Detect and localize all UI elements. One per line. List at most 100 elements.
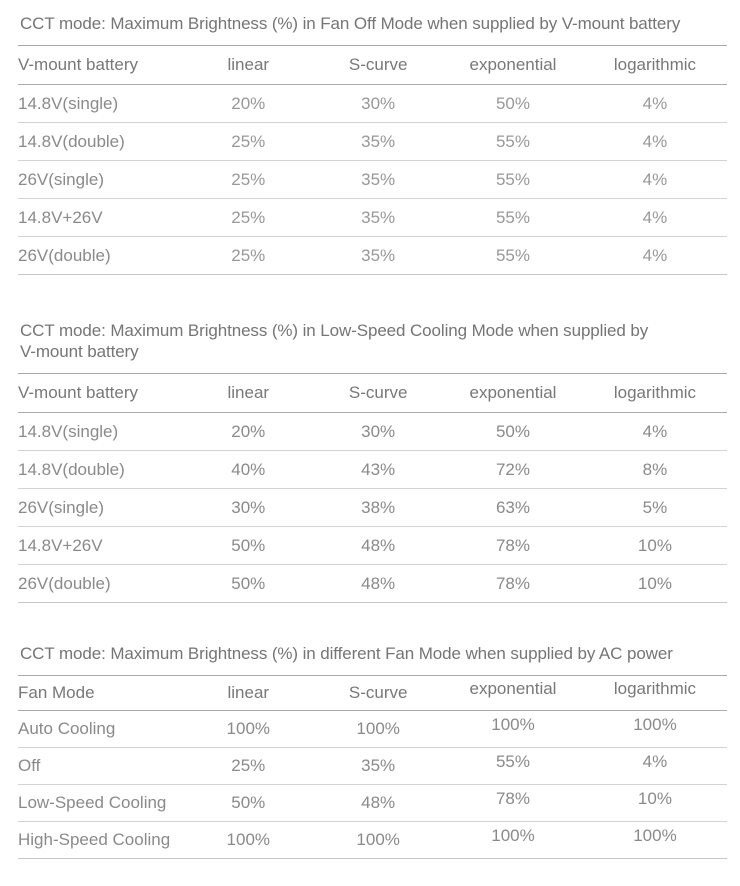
column-header-text: linear [227,683,270,702]
table-header-row: V-mount battery linear S-curve exponential l… [18,373,727,413]
low-speed-cooling-table-section: CCT mode: Maximum Brightness (%) in Low-… [18,320,727,603]
value-cell: 4% [582,412,727,451]
row-label: 14.8V+26V [18,198,184,237]
value-cell: 55% [443,747,583,785]
column-header: linear [183,373,314,413]
row-label: Auto Cooling [18,710,184,748]
value-cell-text: 55% [495,245,530,265]
value-cell: 4% [582,84,727,123]
value-cell-text: 4% [642,207,668,227]
value-cell-text: 100% [356,719,400,738]
table-row: 14.8V(single) 20% 30% 50% 4% [18,84,727,123]
value-cell-text: 35% [361,169,396,189]
row-label-text: 26V(single) [18,169,104,189]
value-cell: 100% [582,710,727,748]
table-row: Auto Cooling 100% 100% 100% 100% [18,710,727,748]
low-speed-cooling-brightness-table: V-mount battery linear S-curve exponential l… [18,373,727,603]
table-row: 14.8V+26V 25% 35% 55% 4% [18,198,727,237]
column-header: logarithmic [582,45,727,85]
value-cell: 4% [582,160,727,199]
value-cell: 78% [443,784,583,822]
value-cell: 25% [183,237,313,275]
table-row: 26V(double) 50% 48% 78% 10% [18,565,727,603]
table-row: 14.8V+26V 50% 48% 78% 10% [18,526,727,565]
row-label-text: 14.8V(double) [18,131,125,151]
value-cell: 25% [183,160,314,199]
column-header-text: Fan Mode [18,683,95,702]
value-cell-text: 50% [231,573,266,593]
value-cell-text: 35% [361,207,396,227]
value-cell: 100% [313,822,443,859]
column-header: exponential [443,373,583,413]
value-cell: 38% [313,488,444,527]
value-cell: 30% [313,84,444,123]
value-cell: 40% [183,450,314,489]
row-label: 14.8V(double) [18,122,184,161]
value-cell-text: 4% [642,245,668,265]
row-label: 14.8V(single) [18,84,184,123]
row-label: 14.8V(double) [18,450,184,489]
column-header-text: logarithmic [613,679,697,698]
row-label: 26V(single) [18,488,184,527]
value-cell: 20% [183,84,314,123]
column-header: logarithmic [582,675,727,711]
value-cell-text: 4% [642,421,668,441]
value-cell-text: 43% [361,459,396,479]
column-header-text: S-curve [348,683,408,702]
value-cell-text: 63% [495,497,530,517]
row-label-text: 26V(double) [18,573,111,593]
value-cell-text: 25% [231,131,266,151]
value-cell-text: 30% [231,497,266,517]
column-header-text: V-mount battery [18,383,139,402]
value-cell: 20% [183,412,314,451]
table-row: Off 25% 35% 55% 4% [18,747,727,785]
fan-off-table-title: CCT mode: Maximum Brightness (%) in Fan … [20,14,681,33]
value-cell: 35% [313,237,443,275]
column-header: linear [183,675,314,711]
ac-power-brightness-table: Fan Mode linear S-curve exponential logarith… [18,675,727,859]
column-header: linear [183,45,314,85]
column-header: V-mount battery [18,45,184,85]
value-cell: 4% [583,237,727,275]
value-cell-text: 20% [231,421,266,441]
value-cell-text: 35% [361,756,396,775]
column-header: exponential [443,675,583,711]
value-cell: 55% [443,122,583,161]
value-cell-text: 78% [495,573,530,593]
row-label: 26V(double) [18,237,183,275]
value-cell: 50% [183,784,314,822]
value-cell: 50% [183,565,313,603]
value-cell: 35% [313,747,444,785]
row-label: 14.8V(single) [18,412,184,451]
table-row: 14.8V(double) 25% 35% 55% 4% [18,122,727,161]
value-cell-text: 100% [633,715,677,734]
value-cell-text: 50% [495,93,530,113]
value-cell: 5% [582,488,727,527]
value-cell-text: 35% [361,245,396,265]
column-header: Fan Mode [18,675,184,711]
row-label-text: Auto Cooling [18,719,116,738]
value-cell-text: 4% [642,169,668,189]
value-cell-text: 100% [491,826,535,845]
column-header: S-curve [313,373,444,413]
value-cell-text: 38% [361,497,396,517]
value-cell: 55% [443,237,583,275]
table-row: 26V(single) 30% 38% 63% 5% [18,488,727,527]
table-row: 26V(single) 25% 35% 55% 4% [18,160,727,199]
column-header-text: logarithmic [613,55,697,74]
value-cell-text: 78% [495,535,530,555]
value-cell: 78% [443,526,583,565]
value-cell-text: 25% [231,756,266,775]
value-cell: 100% [183,822,313,859]
fan-off-table-section: CCT mode: Maximum Brightness (%) in Fan … [18,13,727,275]
value-cell: 50% [183,526,314,565]
value-cell: 10% [583,565,727,603]
value-cell: 48% [313,565,443,603]
table-row: 14.8V(double) 40% 43% 72% 8% [18,450,727,489]
value-cell: 4% [582,198,727,237]
value-cell: 10% [582,784,727,822]
value-cell: 25% [183,747,314,785]
value-cell-text: 10% [637,535,672,555]
value-cell: 35% [313,122,444,161]
value-cell: 8% [582,450,727,489]
